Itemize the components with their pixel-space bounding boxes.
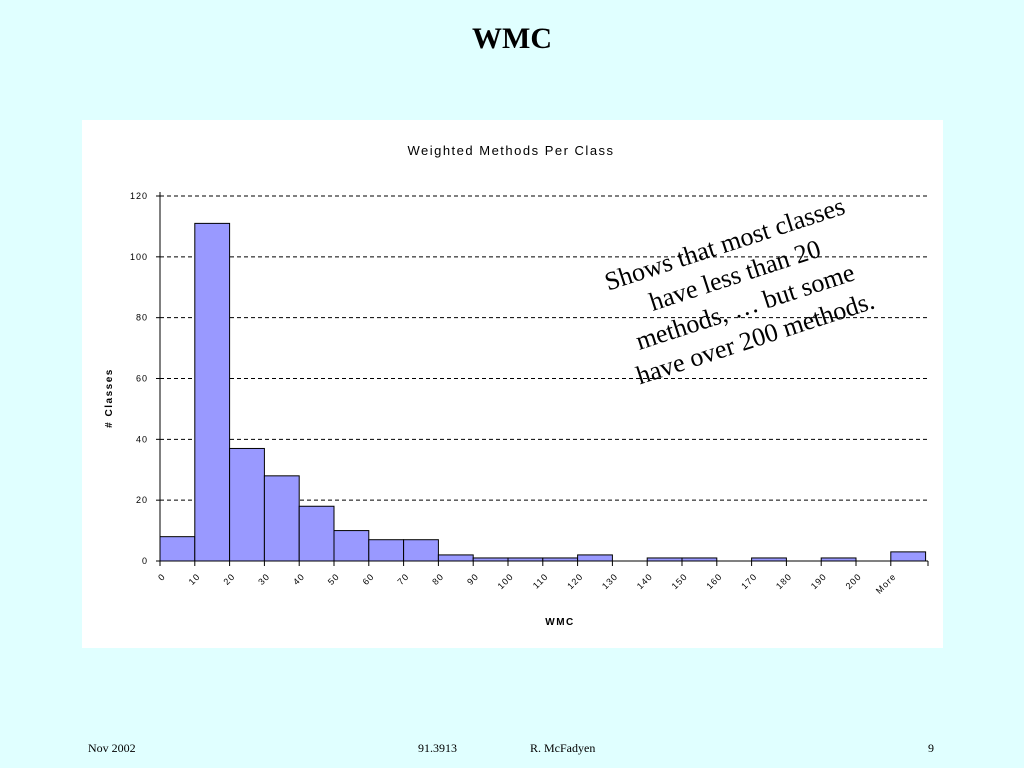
x-tick-label: 190 (809, 571, 829, 591)
histogram-bar (437, 554, 474, 562)
histogram-bar (159, 536, 196, 562)
footer-page-number: 9 (928, 741, 934, 755)
footer-author: R. McFadyen (530, 741, 596, 755)
x-tick-label: 60 (361, 571, 377, 587)
y-tick-label: 0 (142, 556, 148, 566)
x-tick-label: 0 (156, 571, 167, 582)
x-tick-label: 110 (531, 571, 550, 590)
footer-date: Nov 2002 (88, 741, 136, 755)
x-tick-label: 50 (326, 571, 342, 587)
histogram-bar (194, 222, 231, 562)
x-tick-label: 40 (291, 571, 307, 587)
chart-panel: Weighted Methods Per Class 0 20 40 60 80 100 1… (82, 120, 943, 648)
footer-course: 91.3913 (418, 741, 457, 755)
histogram-bar (263, 475, 300, 562)
y-axis-label: # Classes (104, 368, 115, 428)
x-tick-label: 130 (600, 571, 620, 591)
x-tick-label: 120 (565, 571, 585, 591)
slide-title: WMC (472, 22, 552, 55)
x-tick-label: 100 (496, 571, 516, 591)
y-tick-labels: 0 20 40 60 80 100 120 (130, 191, 148, 566)
x-tick-label: 80 (430, 571, 446, 587)
histogram-bar (298, 505, 335, 562)
x-tick-label: 170 (739, 571, 759, 591)
x-tick-label: 70 (395, 571, 411, 587)
x-tick-label: 20 (221, 571, 237, 587)
x-tick-label: 140 (635, 571, 655, 591)
x-tick-label: 10 (187, 571, 203, 587)
y-tick-label: 60 (136, 374, 148, 384)
x-tick-labels: 0 10 20 30 40 50 60 70 80 90 100 110 120 130 140 150 160… (156, 571, 898, 595)
histogram-bar (890, 551, 927, 562)
histogram-bar (577, 554, 613, 562)
histogram-bar (333, 530, 370, 562)
y-tick-label: 80 (136, 313, 148, 323)
x-tick-label: 150 (670, 571, 690, 591)
x-tick-label: 200 (844, 571, 864, 591)
bars (159, 222, 927, 562)
x-tick-label: 180 (774, 571, 794, 591)
histogram-bar (368, 539, 405, 562)
x-tick-label: 30 (256, 571, 272, 587)
y-tick-label: 20 (136, 495, 148, 505)
y-tick-label: 120 (130, 191, 148, 201)
x-tick-label: 160 (704, 571, 724, 591)
chart-title: Weighted Methods Per Class (407, 143, 614, 158)
axes (156, 192, 929, 566)
y-tick-label: 100 (130, 252, 148, 262)
y-tick-label: 40 (136, 434, 148, 444)
histogram-bar (403, 539, 439, 562)
wmc-histogram-chart: Weighted Methods Per Class 0204060801001… (104, 143, 929, 628)
x-axis-label: WMC (545, 617, 575, 628)
x-tick-label: More (874, 571, 898, 595)
x-tick-label: 90 (465, 571, 481, 587)
histogram-bar (229, 447, 265, 562)
